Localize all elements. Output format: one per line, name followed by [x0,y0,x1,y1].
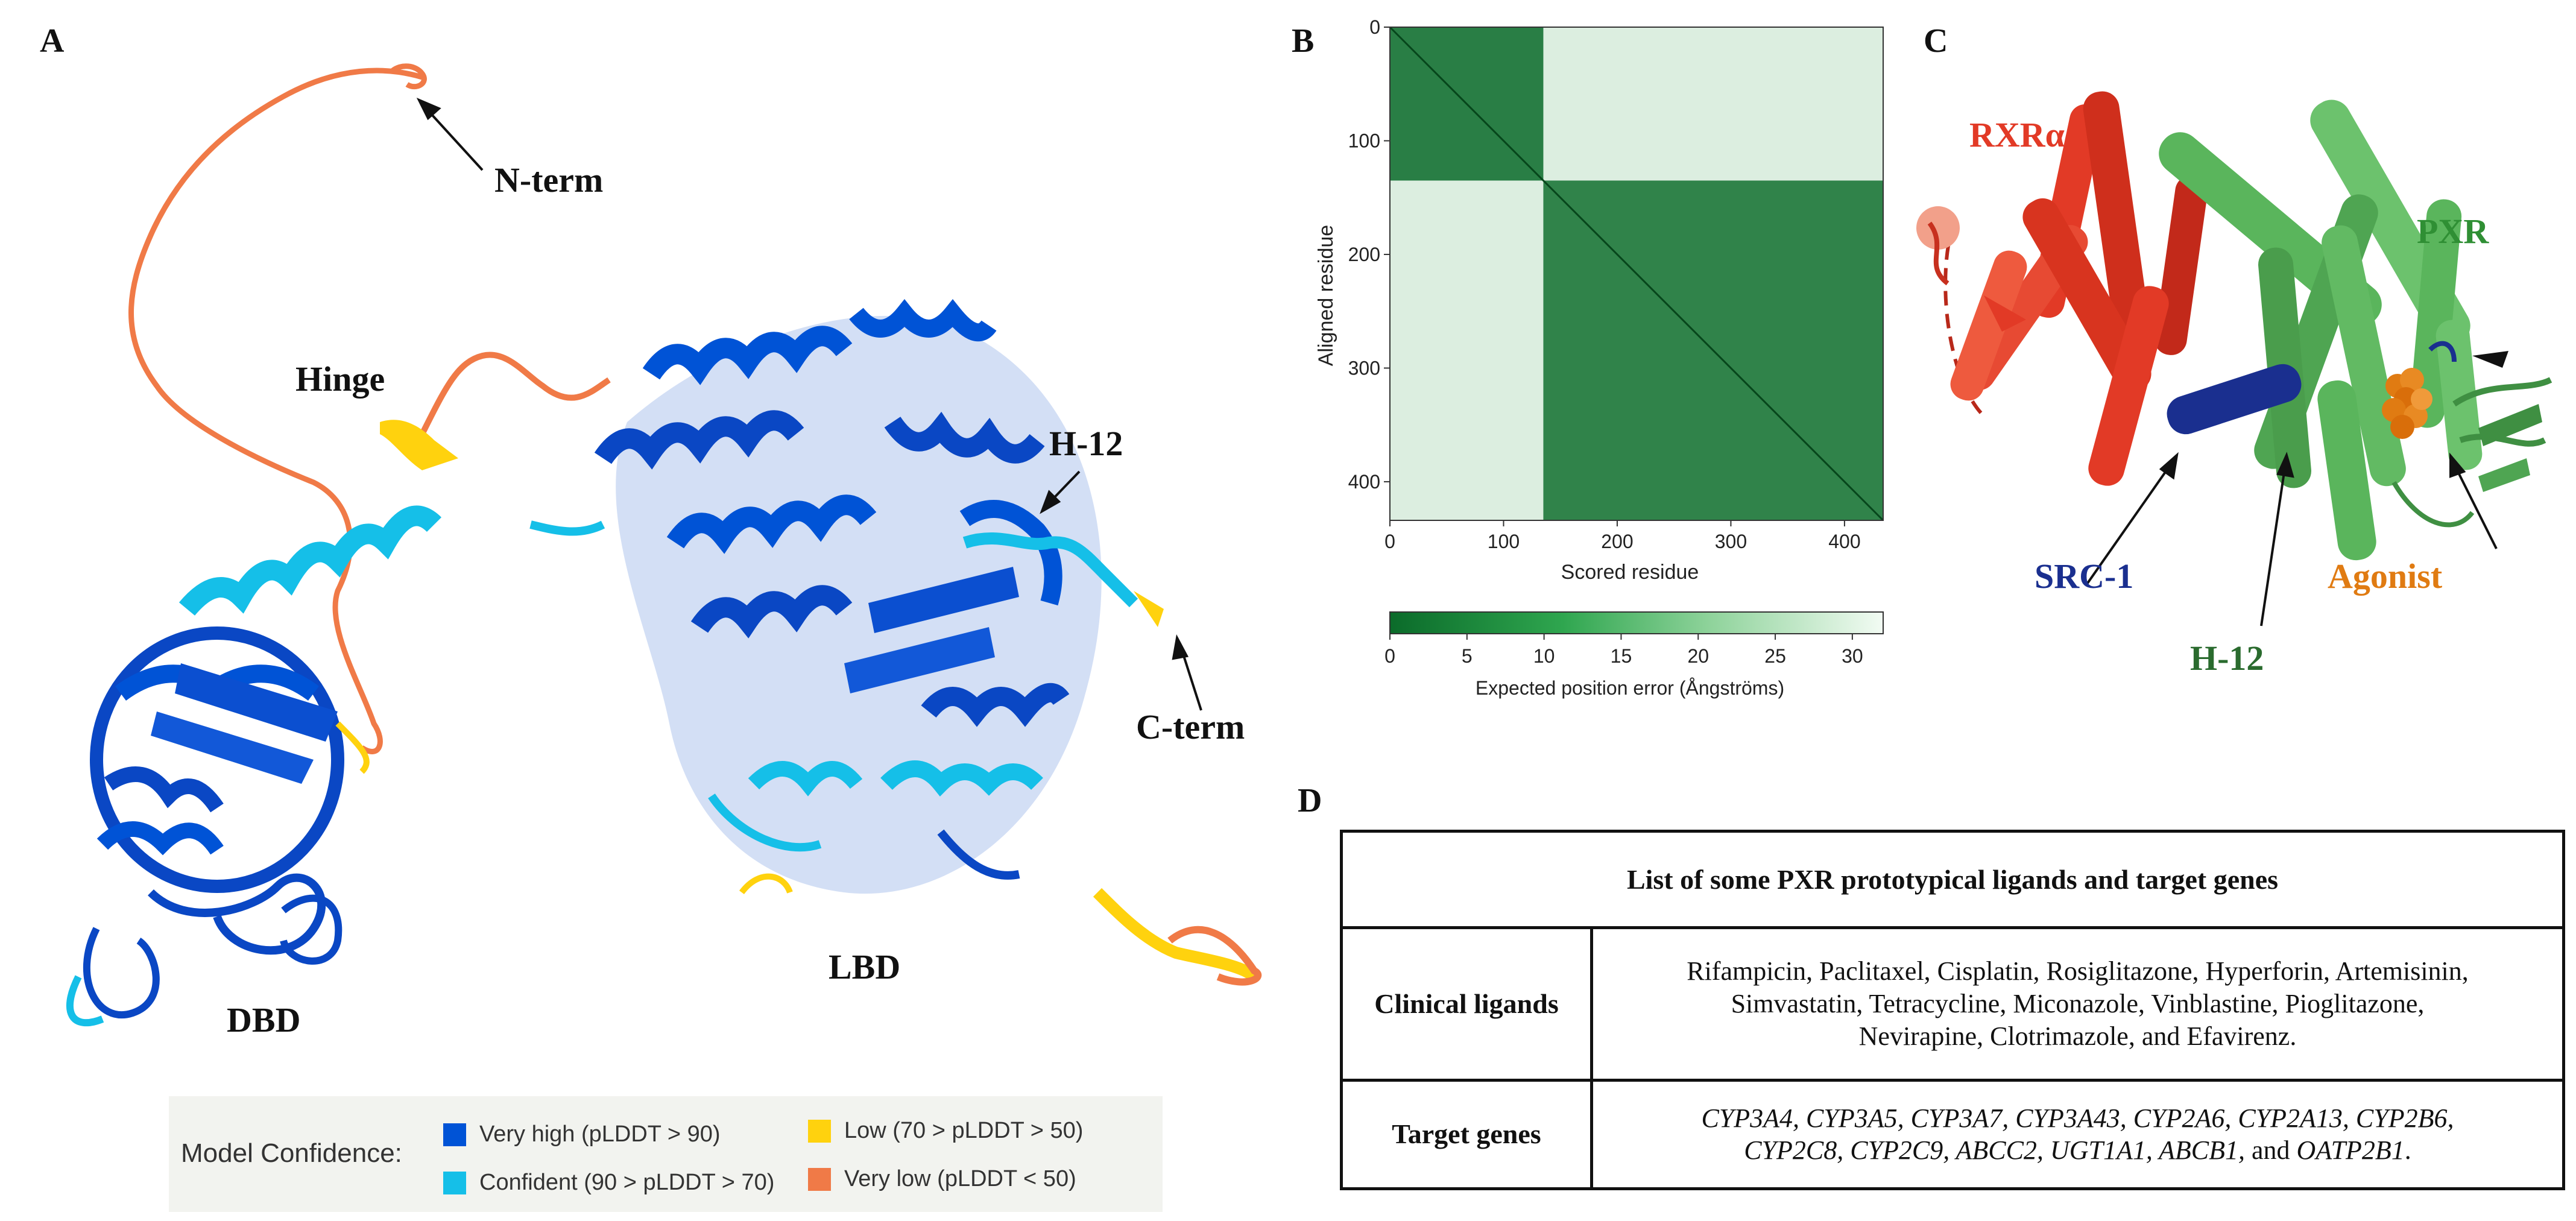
panel-b-letter: B [1292,22,1315,60]
ligands-table: List of some PXR prototypical ligands an… [1340,829,2565,1191]
genes-and: and [2252,1135,2290,1166]
pxr-rxr-complex-drawing [1916,91,2552,626]
colorbar-tick-label: 10 [1533,645,1555,667]
h12-label-c: H-12 [2190,639,2264,678]
dbd-long-helix [178,505,442,616]
y-tick-label: 200 [1348,244,1380,265]
legend-entries: Very high (pLDDT > 90) Confident (90 > p… [431,1096,1163,1212]
pxr-cylinders [2159,99,2552,561]
colorbar-tick-label: 30 [1842,645,1863,667]
pae-ylabel: Aligned residue [1315,225,1337,366]
low-swatch [808,1119,831,1143]
src1-tail [2428,341,2457,362]
y-tick-label: 300 [1348,357,1380,379]
protein-structure-drawing [66,63,1262,1027]
hinge-low-segment [380,420,458,470]
ligands-line: Simvastatin, Tetracycline, Miconazole, V… [1731,989,2425,1019]
x-tick-label: 200 [1601,531,1633,552]
ligands-line: Rifampicin, Paclitaxel, Cisplatin, Rosig… [1687,956,2469,986]
annotation-arrows [416,98,1202,711]
genes-line: CYP2C8, CYP2C9, ABCC2, UGT1A1, ABCB1, [1744,1135,2246,1166]
hinge-label: Hinge [295,359,385,399]
hinge-coil [419,352,611,436]
legend-item: Confident (90 > pLDDT > 70) [443,1170,774,1196]
pxr-label: PXR [2417,212,2489,251]
genes-last: OATP2B1 [2296,1135,2405,1166]
clinical-ligands-head: Clinical ligands [1340,926,1593,1082]
colorbar-tick-label: 20 [1687,645,1709,667]
legend-label: Very high (pLDDT > 90) [479,1122,721,1147]
lbd-label: LBD [829,947,901,986]
plot-frame [1389,27,1884,521]
table-title: List of some PXR prototypical ligands an… [1340,829,2565,930]
genes-end: . [2404,1135,2411,1166]
colorbar [1389,611,1884,634]
target-genes-head: Target genes [1340,1078,1593,1191]
legend-label: Very low (pLDDT < 50) [844,1166,1076,1191]
lbd-domain [529,298,1262,986]
legend-label: Confident (90 > pLDDT > 70) [479,1170,775,1195]
h12-label-a: H-12 [1049,424,1123,463]
rxr-label: RXRα [1969,115,2065,154]
target-genes-cell: CYP3A4, CYP3A5, CYP3A7, CYP3A43, CYP2A6,… [1590,1078,2565,1191]
colorbar-ticks: 0 5 10 15 20 25 30 [1384,634,1863,667]
rxr-cylinders [1916,91,2208,486]
legend-item: Very high (pLDDT > 90) [443,1122,721,1147]
n-term-tip [390,63,427,90]
x-tick-label: 0 [1384,531,1395,552]
n-term-loop [128,68,423,754]
pae-plot-area [1389,26,1884,522]
legend-label: Low (70 > pLDDT > 50) [844,1118,1084,1143]
src1-label: SRC-1 [2035,557,2134,596]
dbd-domain [66,626,370,1027]
black-arrowhead [2472,351,2508,368]
pae-xlabel: Scored residue [1561,561,1699,584]
genes-line: CYP3A4, CYP3A5, CYP3A7, CYP3A43, CYP2A6,… [1701,1103,2454,1133]
legend-title: Model Confidence: [181,1138,402,1168]
y-tick-label: 0 [1369,16,1380,38]
x-tick-label: 300 [1715,531,1747,552]
clinical-ligands-cell: Rifampicin, Paclitaxel, Cisplatin, Rosig… [1590,926,2565,1082]
ligands-line: Nevirapine, Clotrimazole, and Efavirenz. [1858,1021,2297,1051]
y-tick-label: 400 [1348,471,1380,493]
x-tick-label: 100 [1488,531,1520,552]
panel-d-letter: D [1298,782,1322,819]
colorbar-tick-label: 25 [1764,645,1786,667]
panel-a-letter: A [40,22,65,60]
colorbar-label: Expected position error (Ångströms) [1476,677,1784,699]
very-high-swatch [443,1123,466,1146]
c-term-label: C-term [1136,707,1245,746]
n-term-label: N-term [494,160,604,200]
colorbar-tick-label: 5 [1462,645,1473,667]
confident-swatch [443,1171,466,1194]
legend-item: Low (70 > pLDDT > 50) [808,1118,1083,1144]
pae-axes: 0 100 200 300 400 0 100 200 300 400 [1348,16,1884,552]
y-tick-label: 100 [1348,130,1380,151]
panel-c-arrows [2085,452,2498,626]
legend-item: Very low (pLDDT < 50) [808,1166,1076,1192]
model-confidence-legend: Model Confidence: Very high (pLDDT > 90)… [169,1096,1163,1212]
very-low-swatch [808,1167,831,1191]
dbd-label: DBD [227,1000,301,1040]
colorbar-tick-label: 0 [1384,645,1395,667]
src1-helix [2167,364,2302,435]
diagonal-line [1389,26,1884,522]
panel-c-letter: C [1924,22,1948,60]
x-tick-label: 400 [1828,531,1860,552]
agonist-spheres [2382,368,2432,439]
colorbar-tick-label: 15 [1611,645,1632,667]
agonist-label: Agonist [2328,557,2443,596]
